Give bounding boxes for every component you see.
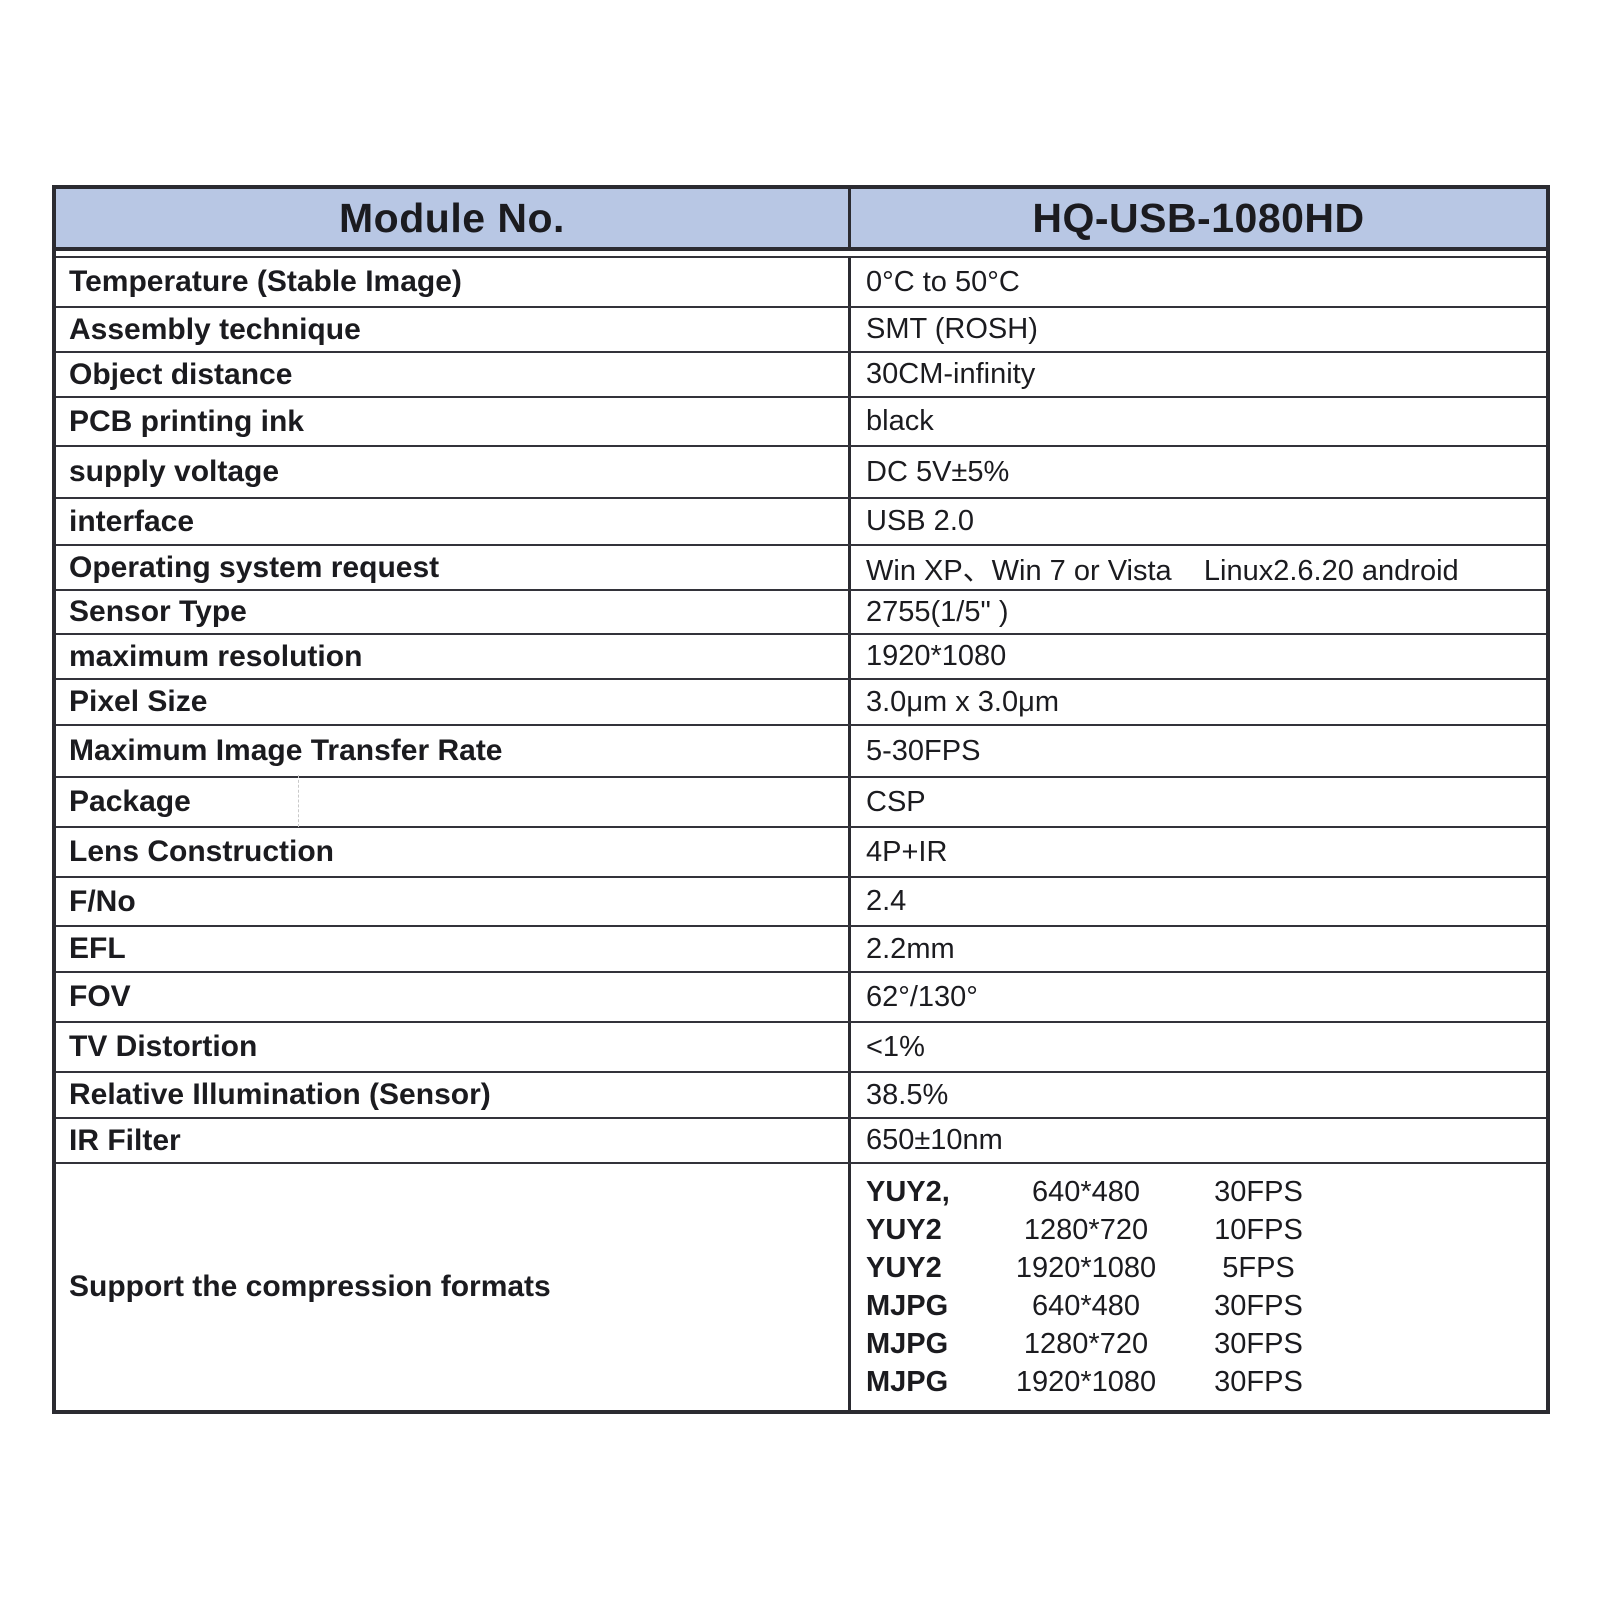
spec-value: 0°C to 50°C xyxy=(866,265,1020,298)
table-header-row: Module No. HQ-USB-1080HD xyxy=(56,189,1546,251)
format-fps: 30FPS xyxy=(1214,1289,1303,1322)
compression-format-list: YUY2, 640*480 30FPS YUY2 1280*720 10FPS … xyxy=(851,1164,1546,1410)
format-name: MJPG xyxy=(866,1289,949,1322)
format-name: YUY2, xyxy=(866,1175,950,1208)
spec-label: Sensor Type xyxy=(56,591,851,633)
spec-value: 4P+IR xyxy=(866,835,948,868)
spec-row-pixel-size: Pixel Size 3.0μm x 3.0μm xyxy=(56,678,1546,724)
spec-row-efl: EFL 2.2mm xyxy=(56,925,1546,971)
spec-label: Lens Construction xyxy=(56,828,851,876)
spec-label: supply voltage xyxy=(56,447,851,497)
format-name: YUY2 xyxy=(866,1251,942,1284)
spec-row-max-transfer-rate: Maximum Image Transfer Rate 5-30FPS xyxy=(56,724,1546,776)
spec-label: FOV xyxy=(56,973,851,1021)
spec-value: 650±10nm xyxy=(866,1124,1003,1156)
spec-label: Object distance xyxy=(56,353,851,396)
spec-value: <1% xyxy=(866,1030,925,1063)
spec-label: maximum resolution xyxy=(56,635,851,678)
compression-line: MJPG 640*480 30FPS xyxy=(866,1287,1546,1325)
spec-value: 5-30FPS xyxy=(866,734,981,767)
format-name: YUY2 xyxy=(866,1213,942,1246)
spec-label: Maximum Image Transfer Rate xyxy=(56,726,851,776)
spec-row-fov: FOV 62°/130° xyxy=(56,971,1546,1021)
spec-row-compression-formats: Support the compression formats YUY2, 64… xyxy=(56,1162,1546,1410)
spec-row-tv-distortion: TV Distortion <1% xyxy=(56,1021,1546,1071)
format-fps: 30FPS xyxy=(1214,1327,1303,1360)
format-name: MJPG xyxy=(866,1327,949,1360)
spec-row-interface: interface USB 2.0 xyxy=(56,497,1546,544)
format-resolution: 1920*1080 xyxy=(1015,1251,1157,1284)
scan-artifact-line xyxy=(298,775,300,827)
spec-label: Temperature (Stable Image) xyxy=(56,258,851,306)
spec-value: 1920*1080 xyxy=(866,640,1007,672)
compression-line: MJPG 1920*1080 30FPS xyxy=(866,1363,1546,1401)
spec-row-sensor-type: Sensor Type 2755(1/5" ) xyxy=(56,589,1546,633)
format-fps: 30FPS xyxy=(1214,1365,1303,1398)
spec-value: 3.0μm x 3.0μm xyxy=(866,685,1059,718)
spec-row-fno: F/No 2.4 xyxy=(56,876,1546,925)
spec-label: EFL xyxy=(56,927,851,971)
spec-value: black xyxy=(866,405,934,437)
spec-row-assembly: Assembly technique SMT (ROSH) xyxy=(56,306,1546,351)
spec-label: TV Distortion xyxy=(56,1023,851,1071)
spec-label: Package xyxy=(56,778,851,826)
spec-label: F/No xyxy=(56,878,851,925)
spec-row-package: Package CSP xyxy=(56,776,1546,826)
spec-value: 2.2mm xyxy=(866,932,955,965)
spec-label: Relative Illumination (Sensor) xyxy=(56,1073,851,1117)
format-fps: 10FPS xyxy=(1214,1213,1303,1246)
spec-row-object-distance: Object distance 30CM-infinity xyxy=(56,351,1546,396)
spec-row-relative-illumination: Relative Illumination (Sensor) 38.5% xyxy=(56,1071,1546,1117)
header-module-value-cell: HQ-USB-1080HD xyxy=(1032,194,1365,241)
header-module-no-cell: Module No. xyxy=(56,189,851,247)
spec-table: Module No. HQ-USB-1080HD Temperature (St… xyxy=(52,185,1550,1414)
spec-value: USB 2.0 xyxy=(866,505,974,537)
spec-value: 2755(1/5" ) xyxy=(866,595,1009,628)
compression-line: YUY2 1280*720 10FPS xyxy=(866,1211,1546,1249)
spec-label: IR Filter xyxy=(56,1119,851,1162)
format-fps: 30FPS xyxy=(1214,1175,1303,1208)
compression-line: MJPG 1280*720 30FPS xyxy=(866,1325,1546,1363)
spec-value: DC 5V±5% xyxy=(866,455,1010,488)
format-resolution: 640*480 xyxy=(1031,1175,1141,1208)
spec-value: CSP xyxy=(866,785,926,818)
spec-row-supply-voltage: supply voltage DC 5V±5% xyxy=(56,445,1546,497)
spec-value: SMT (ROSH) xyxy=(866,313,1038,345)
compression-label: Support the compression formats xyxy=(56,1164,851,1410)
format-resolution: 640*480 xyxy=(1031,1289,1141,1322)
header-gap-strip xyxy=(56,251,1546,256)
format-resolution: 1280*720 xyxy=(1023,1213,1149,1246)
compression-line: YUY2, 640*480 30FPS xyxy=(866,1173,1546,1211)
spec-value: 38.5% xyxy=(866,1078,949,1111)
spec-row-max-resolution: maximum resolution 1920*1080 xyxy=(56,633,1546,678)
format-resolution: 1920*1080 xyxy=(1015,1365,1157,1398)
format-fps: 5FPS xyxy=(1222,1251,1295,1284)
spec-value: 2.4 xyxy=(866,885,907,917)
spec-row-os-request: Operating system request Win XP、Win 7 or… xyxy=(56,544,1546,589)
format-resolution: 1280*720 xyxy=(1023,1327,1149,1360)
spec-label: PCB printing ink xyxy=(56,398,851,445)
spec-row-ir-filter: IR Filter 650±10nm xyxy=(56,1117,1546,1162)
spec-value: 62°/130° xyxy=(866,980,978,1013)
spec-row-temperature: Temperature (Stable Image) 0°C to 50°C xyxy=(56,256,1546,306)
spec-value: 30CM-infinity xyxy=(866,358,1036,390)
spec-label: Operating system request xyxy=(56,546,851,589)
spec-row-lens-construction: Lens Construction 4P+IR xyxy=(56,826,1546,876)
compression-line: YUY2 1920*1080 5FPS xyxy=(866,1249,1546,1287)
spec-label: Pixel Size xyxy=(56,680,851,724)
spec-label: Assembly technique xyxy=(56,308,851,351)
spec-row-pcb-ink: PCB printing ink black xyxy=(56,396,1546,445)
format-name: MJPG xyxy=(866,1365,949,1398)
spec-label: interface xyxy=(56,499,851,544)
spec-value: Win XP、Win 7 or Vista Linux2.6.20 androi… xyxy=(866,554,1459,587)
